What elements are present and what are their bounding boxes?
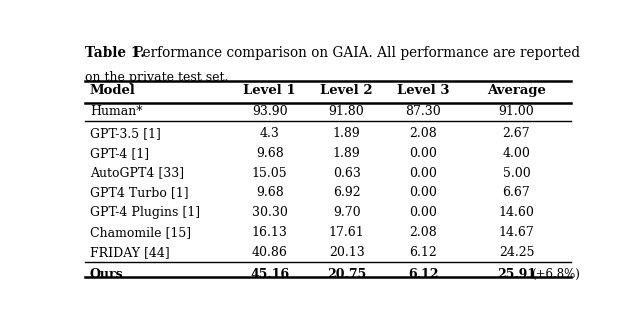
Text: Human*: Human* [90,105,143,118]
Text: 14.67: 14.67 [499,226,534,239]
Text: Level 3: Level 3 [397,84,450,97]
Text: GPT-4 [1]: GPT-4 [1] [90,147,149,160]
Text: 5.00: 5.00 [502,167,531,180]
Text: on the private test set.: on the private test set. [85,71,228,83]
Text: 30.30: 30.30 [252,206,287,219]
Text: AutoGPT4 [33]: AutoGPT4 [33] [90,167,184,180]
Text: 1.89: 1.89 [333,147,360,160]
Text: 6.12: 6.12 [410,246,437,259]
Text: (+6.8%): (+6.8%) [531,268,580,281]
Text: 6.92: 6.92 [333,186,360,199]
Text: 87.30: 87.30 [406,105,442,118]
Text: 14.60: 14.60 [499,206,534,219]
Text: Model: Model [90,84,136,97]
Text: 0.00: 0.00 [410,147,437,160]
Text: GPT-4 Plugins [1]: GPT-4 Plugins [1] [90,206,200,219]
Text: Average: Average [487,84,546,97]
Text: 9.68: 9.68 [256,186,284,199]
Text: 0.00: 0.00 [410,206,437,219]
Text: Performance comparison on GAIA. All performance are reported: Performance comparison on GAIA. All perf… [121,46,580,60]
Text: 24.25: 24.25 [499,246,534,259]
Text: Table 1.: Table 1. [85,46,145,60]
Text: 0.63: 0.63 [333,167,360,180]
Text: 40.86: 40.86 [252,246,287,259]
Text: 25.91: 25.91 [497,268,536,281]
Text: 2.67: 2.67 [502,127,531,140]
Text: 9.68: 9.68 [256,147,284,160]
Text: 91.80: 91.80 [329,105,364,118]
Text: Level 1: Level 1 [243,84,296,97]
Text: 93.90: 93.90 [252,105,287,118]
Text: 20.13: 20.13 [329,246,364,259]
Text: 91.00: 91.00 [499,105,534,118]
Text: 2.08: 2.08 [410,226,437,239]
Text: 16.13: 16.13 [252,226,287,239]
Text: Chamomile [15]: Chamomile [15] [90,226,191,239]
Text: 4.3: 4.3 [260,127,280,140]
Text: 2.08: 2.08 [410,127,437,140]
Text: FRIDAY [44]: FRIDAY [44] [90,246,170,259]
Text: GPT4 Turbo [1]: GPT4 Turbo [1] [90,186,189,199]
Text: GPT-3.5 [1]: GPT-3.5 [1] [90,127,161,140]
Text: 45.16: 45.16 [250,268,289,281]
Text: 17.61: 17.61 [329,226,364,239]
Text: 1.89: 1.89 [333,127,360,140]
Text: 15.05: 15.05 [252,167,287,180]
Text: 0.00: 0.00 [410,186,437,199]
Text: 20.75: 20.75 [327,268,366,281]
Text: 6.67: 6.67 [502,186,531,199]
Text: Ours: Ours [90,268,124,281]
Text: 6.12: 6.12 [408,268,439,281]
Text: 9.70: 9.70 [333,206,360,219]
Text: 0.00: 0.00 [410,167,437,180]
Text: Level 2: Level 2 [320,84,373,97]
Text: 4.00: 4.00 [502,147,531,160]
